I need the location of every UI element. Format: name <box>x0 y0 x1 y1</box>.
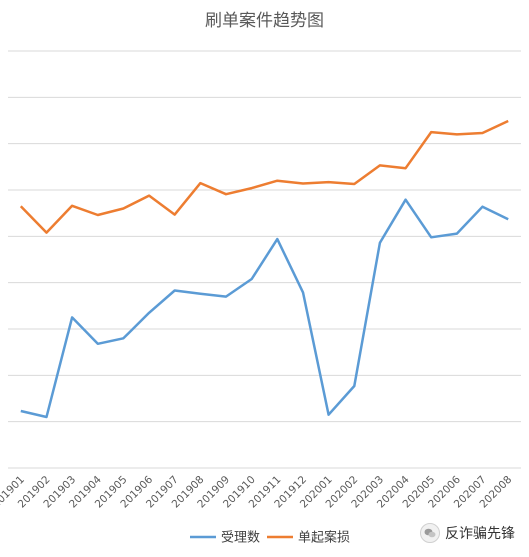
series-line-2 <box>19 119 509 234</box>
legend-label-1: 受理数 <box>221 531 260 546</box>
series-line-1 <box>20 198 509 419</box>
chart-title: 刷单案件趋势图 <box>205 11 324 31</box>
watermark: 反诈骗先锋 <box>420 523 515 543</box>
legend: 受理数 单起案损 <box>190 531 350 546</box>
watermark-text: 反诈骗先锋 <box>445 526 515 542</box>
series-group <box>19 119 509 419</box>
gridlines <box>8 50 521 469</box>
legend-label-2: 单起案损 <box>298 531 350 546</box>
wechat-icon <box>420 523 440 543</box>
x-axis-tick-labels: 2019012019022019032019042019052019062019… <box>0 473 514 510</box>
